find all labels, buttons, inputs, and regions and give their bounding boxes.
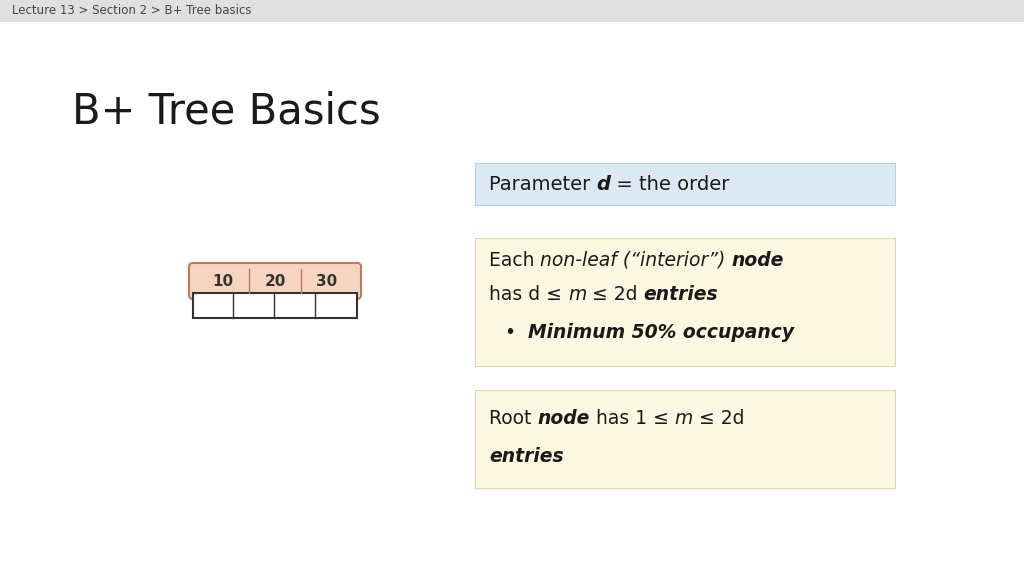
Text: 20: 20 xyxy=(264,274,286,289)
Text: d: d xyxy=(597,175,610,194)
Text: Root: Root xyxy=(489,408,538,427)
Text: = the order: = the order xyxy=(610,175,730,194)
Text: 10: 10 xyxy=(212,274,233,289)
Text: •: • xyxy=(505,324,528,343)
Text: m: m xyxy=(675,408,693,427)
Text: Minimum 50% occupancy: Minimum 50% occupancy xyxy=(528,324,795,343)
FancyBboxPatch shape xyxy=(475,238,895,366)
FancyBboxPatch shape xyxy=(475,390,895,488)
Text: d: d xyxy=(597,175,610,194)
Text: m: m xyxy=(568,285,586,304)
Text: has 1 ≤: has 1 ≤ xyxy=(590,408,675,427)
Text: B+ Tree Basics: B+ Tree Basics xyxy=(72,90,381,132)
FancyBboxPatch shape xyxy=(189,263,361,299)
Text: Parameter: Parameter xyxy=(489,175,597,194)
Text: node: node xyxy=(538,408,590,427)
Bar xyxy=(193,293,357,318)
Text: node: node xyxy=(732,251,784,270)
FancyBboxPatch shape xyxy=(475,163,895,205)
Text: ≤ 2d: ≤ 2d xyxy=(693,408,744,427)
Text: non-leaf (“interior”): non-leaf (“interior”) xyxy=(541,251,732,270)
Text: entries: entries xyxy=(489,446,563,465)
Text: ≤ 2d: ≤ 2d xyxy=(586,285,644,304)
Text: has d ≤: has d ≤ xyxy=(489,285,568,304)
Text: 30: 30 xyxy=(316,274,338,289)
Text: Lecture 13 > Section 2 > B+ Tree basics: Lecture 13 > Section 2 > B+ Tree basics xyxy=(12,5,252,17)
Text: Each: Each xyxy=(489,251,541,270)
Text: entries: entries xyxy=(644,285,718,304)
Bar xyxy=(0,0,1024,22)
